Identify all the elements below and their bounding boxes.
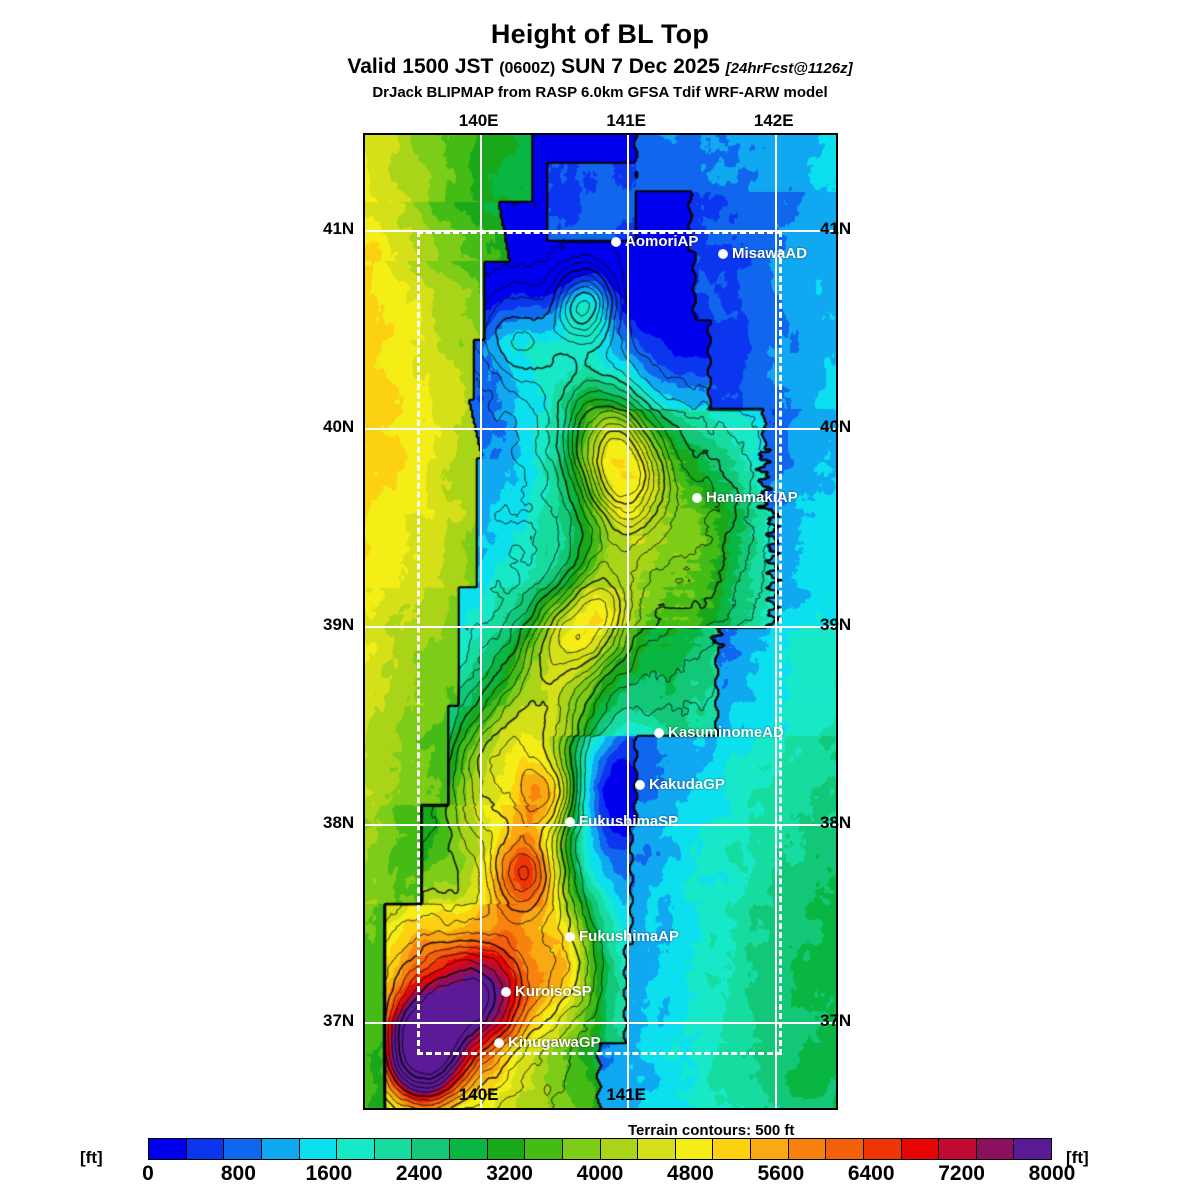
colorbar-tick-label: 8000 [1028, 1162, 1076, 1185]
station-marker[interactable]: HanamakiAP [693, 489, 798, 506]
station-marker[interactable]: MisawaAD [719, 245, 807, 262]
map-gridline-latitude [365, 428, 836, 431]
colorbar-swatch [976, 1139, 1015, 1159]
colorbar-tick-label: 3200 [486, 1162, 533, 1185]
lon-label-top: 142E [753, 111, 794, 130]
forecast-map[interactable] [363, 133, 838, 1110]
station-dot-icon [719, 249, 727, 258]
colorbar-swatch [751, 1139, 789, 1159]
lat-label-right: 37N [820, 1010, 852, 1030]
lon-label-top: 141E [606, 111, 647, 130]
station-dot-icon [566, 817, 574, 826]
colorbar-tick-label: 5600 [757, 1162, 805, 1185]
colorbar-swatch [261, 1139, 300, 1159]
lat-label-right: 38N [820, 813, 852, 833]
colorbar-swatch [901, 1139, 940, 1159]
colorbar-tick-label: 1600 [305, 1162, 353, 1185]
lon-label-bottom: 140E [458, 1085, 499, 1104]
lat-label-left: 41N [323, 219, 355, 239]
colorbar-swatch [186, 1139, 225, 1159]
colorbar-swatch [939, 1139, 977, 1159]
valid-time-date: SUN 7 Dec 2025 [561, 55, 720, 79]
station-marker[interactable]: KinugawaGP [495, 1034, 601, 1051]
colorbar-tick-label: 0 [142, 1162, 154, 1185]
station-marker[interactable]: FukushimaSP [566, 813, 678, 830]
station-label: HanamakiAP [706, 489, 798, 506]
colorbar-swatch [826, 1139, 864, 1159]
map-gridline-latitude [365, 824, 836, 827]
colorbar-swatch [713, 1139, 751, 1159]
station-label: AomoriAP [625, 233, 699, 250]
colorbar-swatch [487, 1139, 526, 1159]
colorbar-swatch [224, 1139, 262, 1159]
station-marker[interactable]: KuroisoSP [502, 983, 592, 1000]
station-dot-icon [502, 987, 510, 996]
valid-time-line: Valid 1500 JST (0600Z) SUN 7 Dec 2025 [2… [0, 56, 1200, 78]
station-dot-icon [495, 1038, 503, 1047]
colorbar-swatch [788, 1139, 827, 1159]
station-label: MisawaAD [732, 245, 808, 262]
lon-label-bottom: 141E [606, 1085, 647, 1104]
valid-time-main: Valid 1500 JST [347, 55, 494, 79]
colorbar-unit-left: [ft] [80, 1148, 103, 1167]
lat-label-right: 39N [820, 615, 852, 635]
colorbar[interactable] [148, 1138, 1052, 1160]
station-label: KinugawaGP [508, 1034, 601, 1051]
colorbar-swatch [374, 1139, 413, 1159]
station-label: FukushimaAP [579, 928, 680, 945]
station-marker[interactable]: FukushimaAP [566, 928, 679, 945]
colorbar-swatch [863, 1139, 902, 1159]
map-gridline-longitude [774, 135, 777, 1108]
station-dot-icon [566, 932, 574, 941]
lat-label-left: 38N [323, 813, 355, 833]
lat-label-right: 41N [820, 219, 852, 239]
map-gridline-latitude [365, 626, 836, 629]
colorbar-swatch [638, 1139, 676, 1159]
colorbar-swatch [525, 1139, 563, 1159]
station-dot-icon [655, 728, 663, 737]
colorbar-swatch [149, 1139, 187, 1159]
station-marker[interactable]: AomoriAP [612, 233, 698, 250]
station-label: KuroisoSP [515, 983, 592, 1000]
colorbar-swatch [600, 1139, 639, 1159]
map-gridline-latitude [365, 1021, 836, 1024]
colorbar-swatch [412, 1139, 450, 1159]
station-label: KasuminomeAD [668, 724, 784, 741]
station-dot-icon [693, 493, 701, 502]
colorbar-tick-label: 7200 [938, 1162, 985, 1185]
colorbar-swatch [299, 1139, 338, 1159]
map-gridline-longitude [627, 135, 630, 1108]
terrain-contour-note: Terrain contours: 500 ft [628, 1122, 795, 1139]
colorbar-swatch [675, 1139, 714, 1159]
colorbar-swatch [337, 1139, 375, 1159]
colorbar-unit-right: [ft] [1066, 1148, 1089, 1167]
lon-label-top: 140E [458, 111, 499, 130]
colorbar-tick-label: 6400 [847, 1162, 895, 1185]
lat-label-left: 37N [323, 1010, 355, 1030]
colorbar-swatch [1014, 1139, 1051, 1159]
subdomain-dashed-box [417, 231, 782, 1055]
model-line: DrJack BLIPMAP from RASP 6.0km GFSA Tdif… [372, 84, 828, 102]
valid-time-utc: (0600Z) [499, 60, 556, 78]
lat-label-right: 40N [820, 417, 852, 437]
page-title: Height of BL Top [490, 19, 710, 49]
station-dot-icon [636, 780, 644, 789]
colorbar-swatch [562, 1139, 601, 1159]
station-marker[interactable]: KasuminomeAD [655, 724, 784, 741]
station-marker[interactable]: KakudaGP [636, 776, 725, 793]
colorbar-tick-label: 4800 [667, 1162, 714, 1185]
station-label: KakudaGP [649, 776, 725, 793]
forecast-tag: [24hrFcst@1126z] [725, 60, 853, 78]
colorbar-tick-label: 2400 [395, 1162, 443, 1185]
colorbar-swatch [450, 1139, 488, 1159]
header: Height of BL Top Valid 1500 JST (0600Z) … [0, 0, 1200, 101]
lat-label-left: 39N [323, 615, 355, 635]
bl-top-heatmap-canvas [365, 135, 836, 1108]
colorbar-tick-label: 800 [220, 1162, 256, 1185]
station-dot-icon [612, 237, 620, 246]
station-label: FukushimaSP [579, 813, 679, 830]
lat-label-left: 40N [323, 417, 355, 437]
map-gridline-longitude [479, 135, 482, 1108]
colorbar-tick-label: 4000 [576, 1162, 624, 1185]
